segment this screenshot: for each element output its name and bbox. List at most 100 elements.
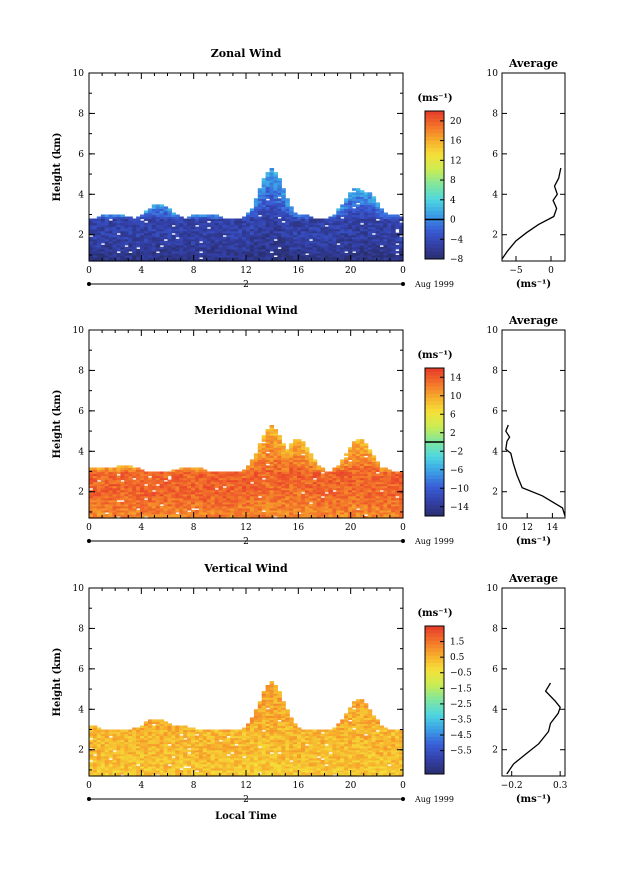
heatmap-cell: [336, 218, 341, 222]
heatmap-cell: [171, 250, 176, 254]
heatmap-cell: [163, 210, 169, 214]
heatmap-cell: [344, 232, 349, 236]
average-x-tick-label: −5: [509, 266, 523, 276]
heatmap-cell: [352, 489, 357, 493]
heatmap-cell: [383, 516, 388, 519]
heatmap-cell: [140, 772, 145, 775]
heatmap-cell: [226, 489, 231, 493]
heatmap-cell: [214, 503, 220, 507]
heatmap-cell: [297, 216, 302, 220]
heatmap-cell: [183, 220, 188, 224]
day-label: 2: [243, 280, 249, 290]
heatmap-cell: [238, 516, 243, 519]
colorbar-segment: [425, 382, 444, 387]
colorbar-tick-label: 6: [450, 410, 456, 420]
heatmap-cell: [304, 447, 310, 450]
heatmap-cell: [344, 202, 349, 205]
heatmap-cell: [108, 737, 114, 741]
heatmap-cell: [222, 471, 227, 475]
heatmap-cell: [136, 240, 141, 244]
heatmap-cell: [312, 475, 318, 479]
average-y-tick-label: 8: [492, 366, 498, 376]
heatmap-cell: [316, 248, 322, 252]
heatmap-cell: [348, 477, 353, 481]
heatmap-cell: [187, 489, 192, 493]
heatmap-cell: [89, 511, 94, 515]
heatmap-cell: [379, 224, 384, 228]
colorbar-segment: [425, 497, 444, 502]
heatmap-cell: [96, 483, 102, 487]
heatmap-cell: [171, 469, 176, 473]
heatmap-cell: [387, 475, 392, 479]
heatmap-cell: [379, 469, 384, 473]
heatmap-cell: [273, 172, 278, 175]
heatmap-cell: [132, 765, 137, 769]
heatmap-cell: [179, 252, 184, 256]
heatmap-cell: [269, 184, 275, 187]
heatmap-cell: [179, 236, 184, 240]
heatmap-cell: [202, 493, 208, 497]
heatmap-cell: [195, 248, 200, 252]
heatmap-cell: [100, 507, 106, 511]
heatmap-cell: [202, 236, 208, 240]
heatmap-cell: [187, 250, 192, 254]
heatmap-cell: [92, 505, 98, 509]
heatmap-cell: [355, 259, 361, 262]
heatmap-cell: [155, 214, 161, 218]
heatmap-cell: [151, 246, 157, 250]
heatmap-cell: [316, 491, 322, 495]
heatmap-cell: [261, 238, 267, 242]
heatmap-cell: [352, 507, 357, 511]
heatmap-cell: [124, 246, 129, 250]
heatmap-cell: [128, 487, 133, 491]
heatmap-cell: [265, 240, 271, 244]
heatmap-cell: [277, 501, 282, 505]
heatmap-cell: [104, 774, 110, 777]
heatmap-cell: [344, 222, 349, 226]
heatmap-cell: [355, 447, 361, 450]
heatmap-cell: [312, 257, 318, 260]
heatmap-cell: [324, 242, 329, 246]
heatmap-cell: [387, 246, 392, 250]
heatmap-cell: [352, 501, 357, 505]
heatmap-cell: [128, 469, 133, 473]
heatmap-cell: [104, 230, 110, 234]
heatmap-cell: [187, 485, 192, 489]
heatmap-cell: [108, 214, 114, 218]
heatmap-cell: [92, 224, 98, 228]
heatmap-cell: [163, 244, 169, 248]
heatmap-cell: [159, 240, 165, 244]
heatmap-cell: [218, 222, 223, 226]
heatmap-cell: [222, 495, 227, 499]
heatmap-cell: [375, 493, 380, 497]
heatmap-cell: [140, 240, 145, 244]
heatmap-cell: [332, 216, 337, 220]
heatmap-cell: [316, 493, 322, 497]
heatmap-cell: [124, 485, 129, 489]
heatmap-cell: [155, 505, 161, 509]
heatmap-cell: [92, 236, 98, 240]
colorbar-segment: [425, 155, 444, 160]
heatmap-cell: [293, 501, 298, 505]
heatmap-cell: [159, 499, 165, 503]
heatmap-cell: [285, 497, 290, 501]
heatmap-cell: [261, 516, 267, 519]
heatmap-cell: [293, 257, 298, 260]
heatmap-cell: [89, 483, 94, 487]
heatmap-cell: [159, 222, 165, 226]
heatmap-cell: [261, 453, 267, 456]
heatmap-cell: [399, 516, 404, 519]
heatmap-cell: [140, 473, 145, 477]
heatmap-cell: [249, 248, 255, 252]
heatmap-cell: [120, 503, 125, 507]
heatmap-cell: [261, 505, 267, 509]
heatmap-cell: [175, 471, 180, 475]
heatmap-cell: [143, 514, 149, 517]
heatmap-cell: [387, 232, 392, 236]
heatmap-cell: [253, 479, 259, 483]
heatmap-cell: [301, 507, 306, 511]
heatmap-cell: [249, 218, 255, 222]
heatmap-cell: [226, 511, 231, 515]
heatmap-cell: [143, 254, 149, 258]
heatmap-cell: [363, 200, 369, 203]
